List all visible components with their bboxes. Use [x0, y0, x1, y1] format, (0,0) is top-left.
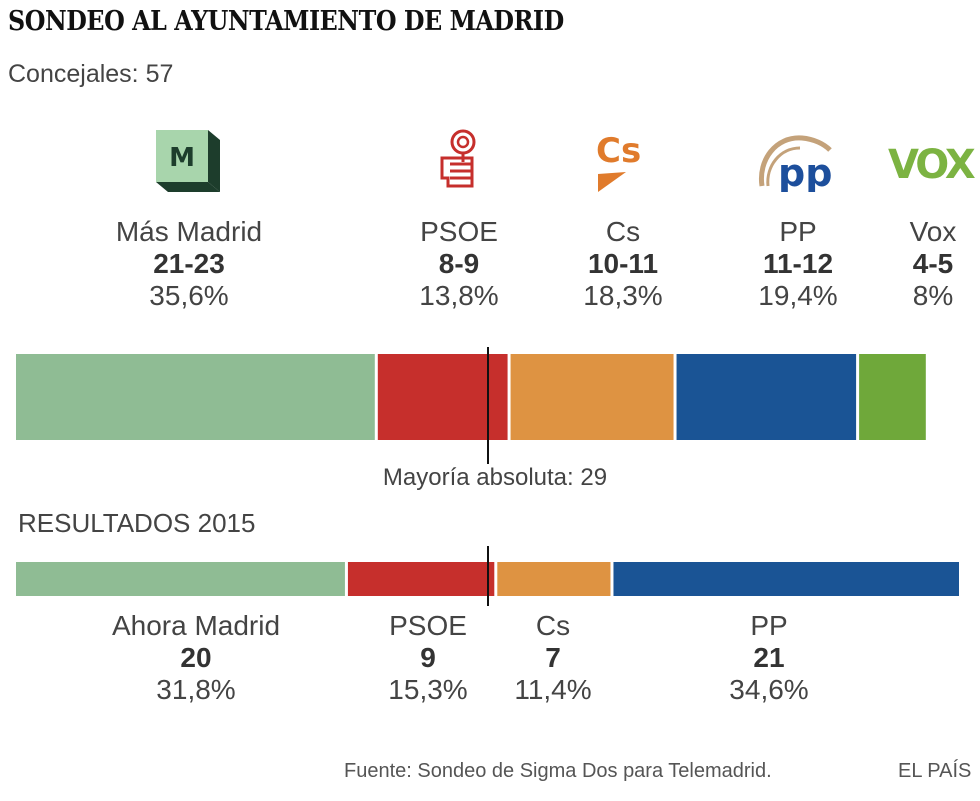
party-name: Cs — [535, 610, 571, 641]
bar-segment-psoe — [347, 562, 495, 596]
party-seats: 7 — [545, 642, 561, 673]
party-name: Vox — [909, 216, 957, 247]
party-label-mas-madrid: Más Madrid 21-23 35,6% — [89, 216, 289, 312]
bar-segment-pp — [676, 354, 857, 440]
mas-madrid-logo-icon: M — [156, 130, 222, 199]
source-note: Fuente: Sondeo de Sigma Dos para Telemad… — [344, 760, 772, 782]
svg-text:Cs: Cs — [596, 131, 641, 171]
party-percent: 34,6% — [729, 674, 809, 705]
party-label-vox: Vox 4-5 8% — [833, 216, 980, 312]
bar-segment-vox — [859, 354, 926, 440]
party-percent: 19,4% — [758, 280, 838, 311]
majority-label: Mayoría absoluta: 29 — [382, 464, 608, 491]
svg-text:M: M — [169, 143, 195, 173]
psoe-rose-logo-icon — [436, 128, 486, 197]
ciudadanos-logo-icon: Cs — [594, 128, 658, 199]
party-name: PSOE — [420, 216, 498, 247]
bar-segment-pp — [613, 562, 959, 596]
party-name: Más Madrid — [115, 216, 263, 247]
party-percent: 15,3% — [388, 674, 468, 705]
party-label-cs: Cs 10-11 18,3% — [523, 216, 723, 312]
party-percent: 18,3% — [583, 280, 663, 311]
party-percent: 13,8% — [419, 280, 499, 311]
party-seats: 21 — [753, 642, 785, 673]
bar-segment-cs — [497, 562, 611, 596]
party-percent: 35,6% — [149, 280, 229, 311]
party-seats: 4-5 — [912, 248, 954, 279]
party-label-psoe: PSOE 8-9 13,8% — [359, 216, 559, 312]
bar-segment-más-madrid — [16, 354, 375, 440]
poll-bar — [16, 354, 926, 440]
results-2015-bar — [16, 562, 959, 596]
party-seats: 20 — [180, 642, 212, 673]
party-seats: 10-11 — [587, 248, 659, 279]
bar-segment-ahora-madrid — [16, 562, 345, 596]
party-name: PSOE — [389, 610, 467, 641]
party-seats: 9 — [420, 642, 436, 673]
result-label-psoe: PSOE 9 15,3% — [328, 610, 528, 706]
chart-title: SONDEO AL AYUNTAMIENTO DE MADRID — [8, 6, 564, 37]
result-label-pp: PP 21 34,6% — [669, 610, 869, 706]
bar-segment-psoe — [377, 354, 508, 440]
party-name: PP — [779, 216, 817, 247]
bar-segment-cs — [510, 354, 674, 440]
party-seats: 21-23 — [153, 248, 225, 279]
chart-subtitle: Concejales: 57 — [8, 60, 174, 88]
vox-logo-icon: VOX — [888, 138, 980, 189]
party-seats: 11-12 — [762, 248, 834, 279]
brand-credit: EL PAÍS — [898, 760, 972, 782]
party-name: Ahora Madrid — [111, 610, 281, 641]
party-percent: 31,8% — [156, 674, 236, 705]
party-name: PP — [750, 610, 788, 641]
party-name: Cs — [605, 216, 641, 247]
pp-logo-icon: pp — [756, 130, 842, 197]
results-2015-title: RESULTADOS 2015 — [18, 508, 256, 538]
result-label-ahora-madrid: Ahora Madrid 20 31,8% — [96, 610, 296, 706]
party-percent: 8% — [912, 280, 954, 311]
svg-text:VOX: VOX — [888, 142, 976, 184]
party-label-pp: PP 11-12 19,4% — [698, 216, 898, 312]
result-label-cs: Cs 7 11,4% — [453, 610, 653, 706]
party-seats: 8-9 — [438, 248, 480, 279]
svg-text:pp: pp — [778, 151, 832, 192]
party-percent: 11,4% — [514, 674, 592, 705]
